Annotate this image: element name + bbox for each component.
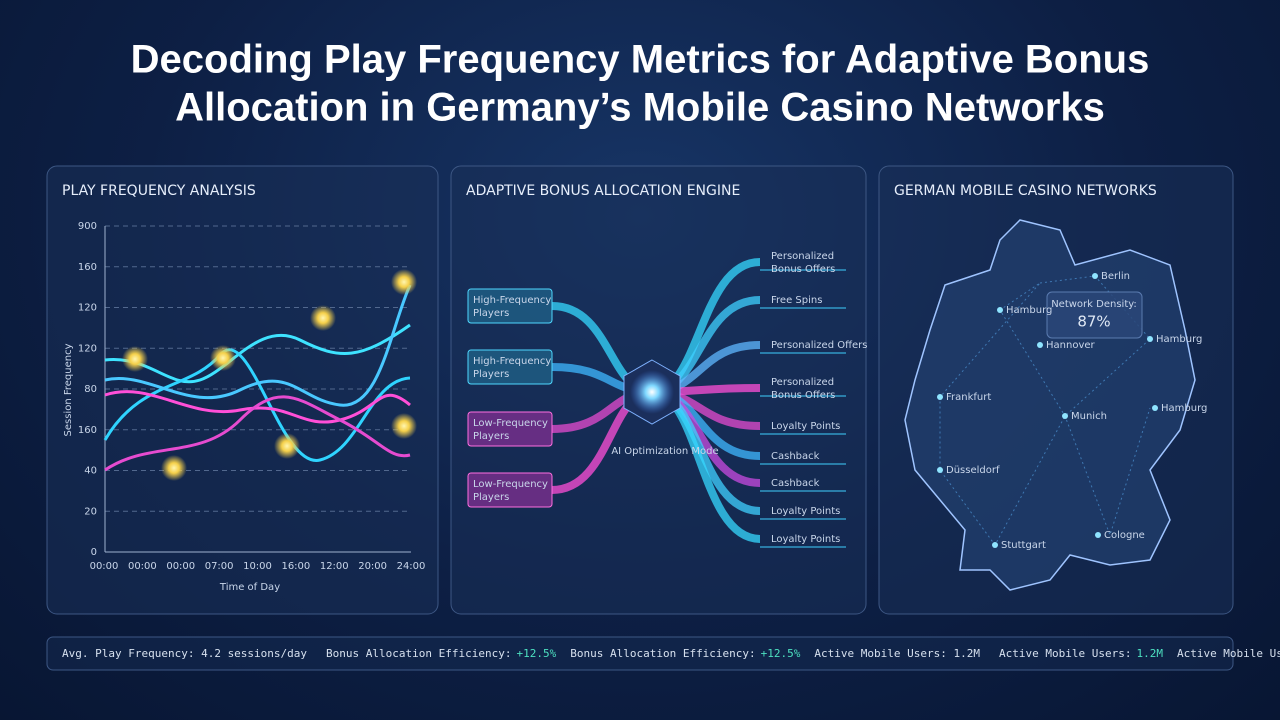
output-label: Cashback [771,478,820,489]
footer-label: Avg. Play Frequency: 4.2 sessions/day [62,647,307,660]
output-label: Free Spins [771,295,822,306]
y-tick-label: 160 [78,425,97,436]
input-box [467,411,553,447]
city-label: Hamburg [1006,305,1052,316]
output-label: Personalized Bonus Offers [771,377,835,401]
input-label: High-Frequency Players [473,295,551,319]
city-dot [1095,532,1101,538]
footer-label: Active Mobile Users: 1.2M [814,647,980,660]
city-dot [1037,342,1043,348]
city-dot [997,307,1003,313]
x-tick-label: 00:00 [166,561,195,572]
y-tick-label: 20 [84,506,97,517]
city-label: Frankfurt [946,392,991,403]
x-tick-label: 10:00 [243,561,272,572]
density-value: 87% [1077,313,1110,331]
footer-value: +12.5% [516,647,556,660]
output-label: Loyalty Points [771,534,840,545]
x-tick-label: 16:00 [281,561,310,572]
city-label: Berlin [1101,271,1130,282]
y-tick-label: 160 [78,262,97,273]
input-box [467,472,553,508]
footer-label: Bonus Allocation Efficiency: [570,647,755,660]
city-dot [1152,405,1158,411]
output-label: Personalized Offers [771,340,867,351]
density-box [1046,291,1143,339]
x-tick-label: 12:00 [320,561,349,572]
city-label: Hamburg [1161,403,1207,414]
y-tick-label: 0 [91,547,97,558]
line-chart: 900 160 120 120 80 160 40 20 0 00:00 00:00 00:00 07:… [78,221,426,572]
city-dot [937,467,943,473]
footer-value: +12.5% [761,647,801,660]
curves [103,284,412,472]
y-tick-label: 120 [78,343,97,354]
x-tick-label: 20:00 [358,561,387,572]
x-tick-label: 00:00 [90,561,119,572]
input-label: Low-Frequency Players [473,479,548,503]
city-dot [1062,413,1068,419]
input-label: High-Frequency Players [473,356,551,380]
city-dot [1092,273,1098,279]
density-label: Network Density: [1051,299,1137,310]
hub-label: AI Optimization Mode [611,446,718,457]
x-tick-label: 07:00 [205,561,234,572]
panel-title: ADAPTIVE BONUS ALLOCATION ENGINE [466,183,740,199]
footer-label: Active Mobile Users: 1.2M [1177,647,1280,660]
input-label: Low-Frequency Players [473,418,548,442]
output-label: Personalized Bonus Offers [771,251,835,275]
city-label: Cologne [1104,530,1145,541]
y-tick-label: 900 [78,221,97,232]
y-tick-label: 40 [84,466,97,477]
input-box [467,288,553,324]
city-label: Hannover [1046,340,1096,351]
y-tick-label: 80 [84,384,97,395]
x-tick-label: 00:00 [128,561,157,572]
panel-title: PLAY FREQUENCY ANALYSIS [62,183,256,199]
output-label: Loyalty Points [771,421,840,432]
city-label: Hamburg [1156,334,1202,345]
hub-glow [630,370,674,414]
output-label: Loyalty Points [771,506,840,517]
y-tick-label: 120 [78,303,97,314]
city-dot [937,394,943,400]
title: Decoding Play Frequency Metrics for Adap… [131,38,1150,82]
x-tick-label: 24:00 [397,561,426,572]
title: Allocation in Germany’s Mobile Casino Ne… [175,86,1105,130]
city-dot [1147,336,1153,342]
footer-label: Bonus Allocation Efficiency: [326,647,511,660]
footer-value: 1.2M [1136,647,1163,660]
glow-dots [122,269,417,481]
output-label: Cashback [771,451,820,462]
cities: Berlin Hamburg Hannover Hamburg Frankfurt Mun… [937,271,1207,551]
x-axis-label: Time of Day [219,582,280,593]
input-box [467,349,553,385]
footer: Avg. Play Frequency: 4.2 sessions/day Bon… [62,647,1280,660]
allocation-diagram: High-Frequency Players High-Frequency Playe… [467,251,867,548]
city-dot [992,542,998,548]
panel-title: GERMAN MOBILE CASINO NETWORKS [894,183,1157,199]
y-axis-label: Session Frequency [63,343,74,436]
city-label: Düsseldorf [946,465,1000,476]
footer-label: Active Mobile Users: [999,647,1131,660]
city-label: Munich [1071,411,1107,422]
city-label: Stuttgart [1001,540,1046,551]
